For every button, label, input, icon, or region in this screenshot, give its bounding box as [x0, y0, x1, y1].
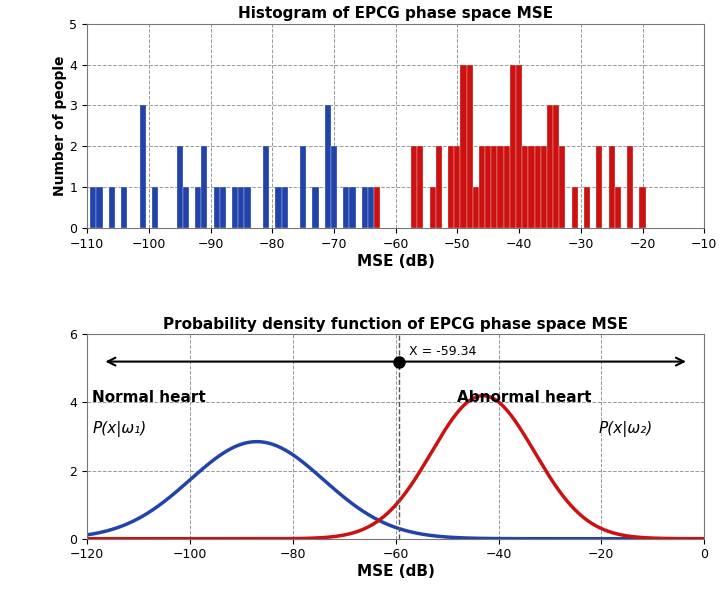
Bar [436, 146, 442, 228]
Bar [504, 146, 510, 228]
Bar [331, 146, 337, 228]
Bar [176, 146, 183, 228]
Bar [467, 65, 473, 228]
Bar [195, 187, 201, 228]
Bar [245, 187, 250, 228]
Bar [325, 105, 331, 228]
X-axis label: MSE (dB): MSE (dB) [356, 564, 435, 579]
Bar [362, 187, 368, 228]
Bar [275, 187, 282, 228]
Bar [263, 146, 269, 228]
Bar [529, 146, 534, 228]
Bar [109, 187, 115, 228]
Text: P(x|ω₂): P(x|ω₂) [598, 421, 653, 437]
Bar [201, 146, 208, 228]
Title: Probability density function of EPCG phase space MSE: Probability density function of EPCG pha… [163, 317, 628, 332]
Bar [516, 65, 522, 228]
Bar [608, 146, 615, 228]
Bar [430, 187, 436, 228]
Bar [584, 187, 590, 228]
Bar [121, 187, 127, 228]
Bar [97, 187, 102, 228]
Bar [343, 187, 349, 228]
Bar [152, 187, 158, 228]
Text: X = -59.34: X = -59.34 [409, 345, 477, 358]
Bar [282, 187, 287, 228]
Bar [417, 146, 423, 228]
Bar [213, 187, 220, 228]
Bar [454, 146, 460, 228]
Text: Normal heart: Normal heart [92, 391, 206, 406]
Title: Histogram of EPCG phase space MSE: Histogram of EPCG phase space MSE [238, 6, 553, 21]
Bar [300, 146, 306, 228]
Bar [232, 187, 238, 228]
Bar [312, 187, 319, 228]
Bar [541, 146, 547, 228]
Bar [479, 146, 485, 228]
Bar [571, 187, 578, 228]
Bar [368, 187, 374, 228]
Bar [497, 146, 504, 228]
Bar [220, 187, 226, 228]
Bar [238, 187, 245, 228]
Bar [349, 187, 356, 228]
Bar [139, 105, 146, 228]
Bar [460, 65, 467, 228]
Bar [485, 146, 492, 228]
Y-axis label: Number of people: Number of people [52, 56, 67, 196]
Bar [547, 105, 553, 228]
Bar [374, 187, 380, 228]
Bar [183, 187, 189, 228]
Bar [640, 187, 645, 228]
Bar [522, 146, 529, 228]
X-axis label: MSE (dB): MSE (dB) [356, 253, 435, 269]
Bar [627, 146, 633, 228]
Bar [492, 146, 497, 228]
Bar [510, 65, 516, 228]
Bar [473, 187, 479, 228]
Bar [411, 146, 417, 228]
Bar [559, 146, 566, 228]
Bar [448, 146, 454, 228]
Bar [615, 187, 621, 228]
Bar [534, 146, 541, 228]
Text: P(x|ω₁): P(x|ω₁) [92, 421, 147, 437]
Bar [553, 105, 559, 228]
Text: Abnormal heart: Abnormal heart [457, 391, 591, 406]
Bar [596, 146, 603, 228]
Bar [90, 187, 97, 228]
